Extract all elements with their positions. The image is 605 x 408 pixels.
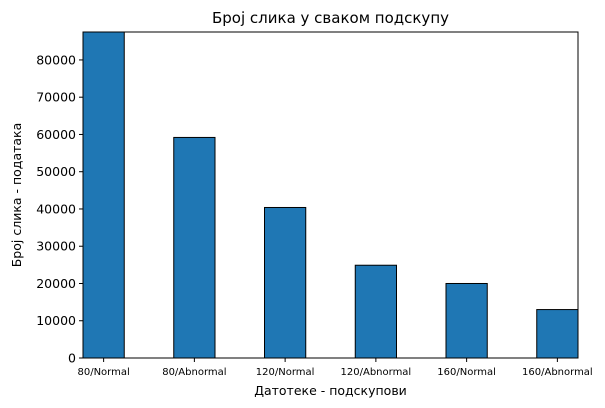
bars-group [82,31,579,359]
bar-160-abnormal [536,309,579,359]
y-axis-label: Број слика - података [9,123,24,268]
y-axis: 0 10000 20000 30000 40000 50000 60000 70000 8000… [36,52,83,366]
plot-frame [82,31,579,359]
bar-80-normal [82,31,125,359]
chart-title: Број слика у сваком подскупу [212,9,449,27]
y-tick-label: 0 [68,351,76,366]
y-tick-label: 80000 [36,52,76,67]
x-tick-label: 120/Normal [256,367,315,378]
bar-120-normal [264,206,307,359]
y-tick-label: 70000 [36,90,76,105]
y-tick-label: 40000 [36,201,76,216]
y-tick-label: 50000 [36,164,76,179]
y-tick-label: 20000 [36,276,76,291]
y-tick-label: 10000 [36,313,76,328]
bar-160-normal [445,282,488,359]
bar-120-abnormal [354,264,397,359]
y-tick-label: 30000 [36,239,76,254]
x-tick-label: 120/Abnormal [341,367,412,378]
x-tick-label: 80/Abnormal [162,367,226,378]
x-axis-label: Датотеке - подскупови [254,383,407,398]
x-tick-label: 160/Abnormal [522,367,593,378]
x-tick-label: 160/Normal [437,367,496,378]
y-tick-label: 60000 [36,127,76,142]
x-tick-label: 80/Normal [77,367,129,378]
x-axis: 80/Normal 80/Abnormal 120/Normal 120/Abnorm… [77,358,593,378]
bar-80-abnormal [173,136,216,359]
